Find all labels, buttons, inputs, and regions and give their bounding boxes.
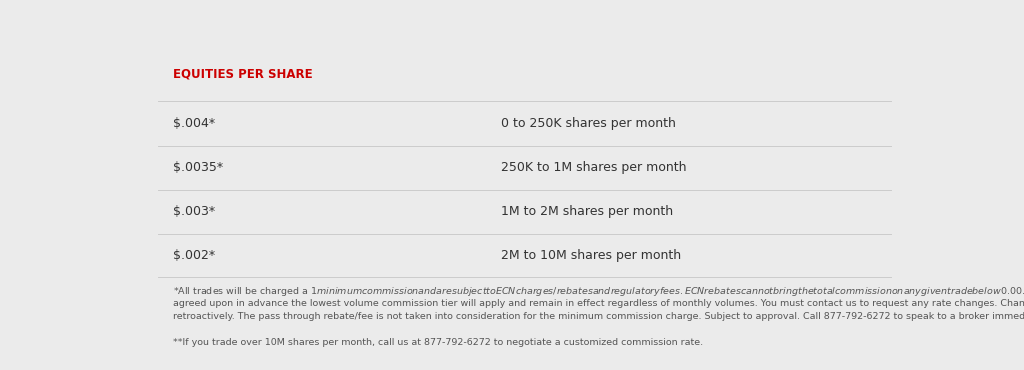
Text: $.0035*: $.0035*: [173, 161, 223, 174]
Text: agreed upon in advance the lowest volume commission tier will apply and remain i: agreed upon in advance the lowest volume…: [173, 299, 1024, 308]
Text: *All trades will be charged a $1 minimum commission and are subject to ECN charg: *All trades will be charged a $1 minimum…: [173, 285, 1024, 298]
Text: 2M to 10M shares per month: 2M to 10M shares per month: [501, 249, 681, 262]
Text: 0 to 250K shares per month: 0 to 250K shares per month: [501, 117, 676, 130]
Text: 1M to 2M shares per month: 1M to 2M shares per month: [501, 205, 673, 218]
Text: retroactively. The pass through rebate/fee is not taken into consideration for t: retroactively. The pass through rebate/f…: [173, 313, 1024, 322]
Text: $.002*: $.002*: [173, 249, 215, 262]
Text: EQUITIES PER SHARE: EQUITIES PER SHARE: [173, 68, 313, 81]
Text: $.003*: $.003*: [173, 205, 215, 218]
Text: $.004*: $.004*: [173, 117, 215, 130]
Text: 250K to 1M shares per month: 250K to 1M shares per month: [501, 161, 686, 174]
Text: **If you trade over 10M shares per month, call us at 877-792-6272 to negotiate a: **If you trade over 10M shares per month…: [173, 337, 703, 347]
